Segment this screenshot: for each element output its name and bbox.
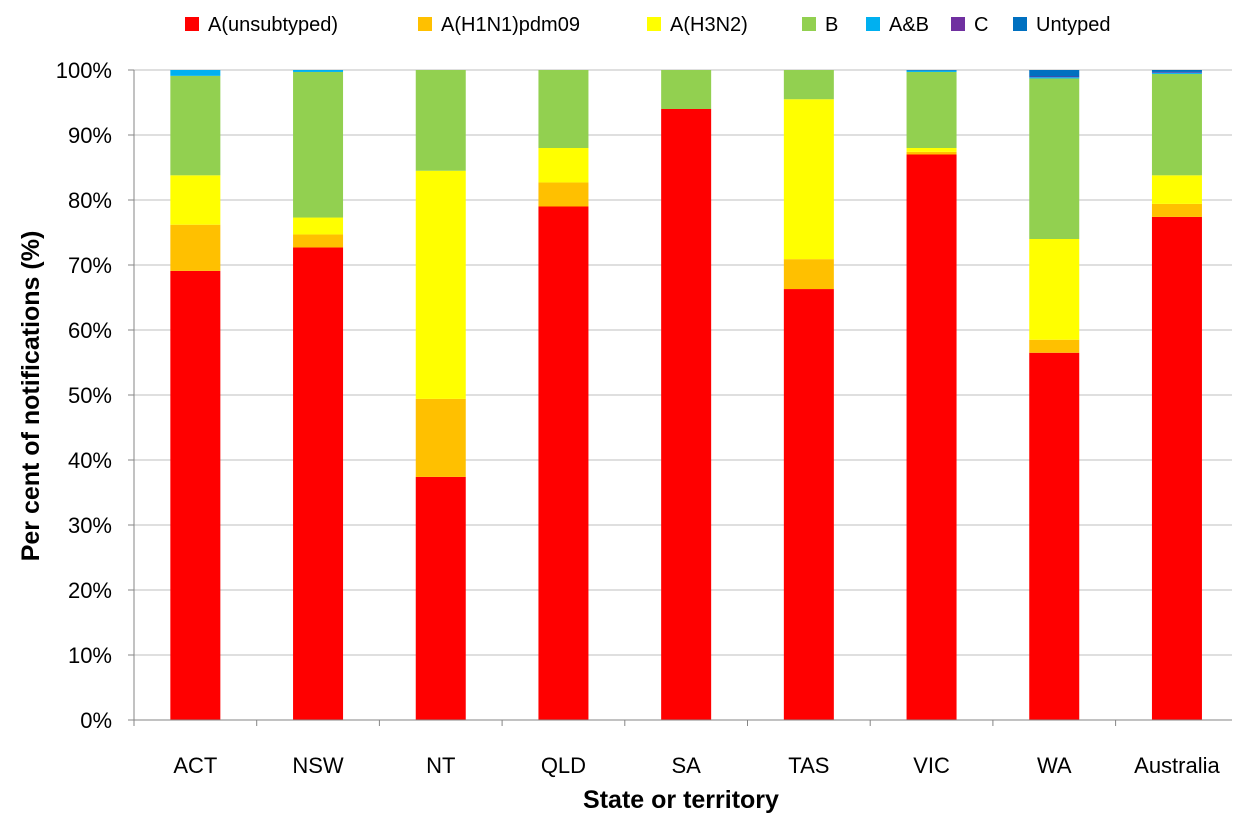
x-tick-label: NSW	[292, 753, 344, 778]
bar-segment	[783, 70, 834, 100]
bar-segment	[293, 234, 344, 248]
bar-segment	[1029, 239, 1080, 340]
bar-segment	[1029, 77, 1080, 79]
x-tick-label: WA	[1037, 753, 1072, 778]
legend: A(unsubtyped) A(H1N1)pdm09 A(H3N2) B A&B C Unt…	[185, 14, 1111, 36]
bar-segment	[538, 148, 589, 183]
y-tick-label: 70%	[68, 253, 112, 278]
bar-segment	[1029, 352, 1080, 720]
bar-segment	[1151, 175, 1202, 204]
y-axis-title: Per cent of notifications (%)	[17, 231, 45, 562]
bar-segment	[906, 71, 957, 148]
y-tick-label: 40%	[68, 448, 112, 473]
bar-segment	[170, 224, 221, 271]
legend-swatch	[647, 17, 661, 31]
legend-swatch	[1013, 17, 1027, 31]
bar-segment	[783, 289, 834, 720]
bar-segment	[1029, 76, 1080, 78]
x-axis-title: State or territory	[583, 786, 779, 814]
bar-segment	[293, 247, 344, 720]
y-tick-label: 20%	[68, 578, 112, 603]
bar-segment	[906, 70, 957, 71]
bar-segment	[906, 148, 957, 152]
axes	[128, 69, 1232, 726]
bar-segment	[415, 170, 466, 399]
bar-segment	[538, 182, 589, 207]
bar-segment	[1029, 78, 1080, 239]
bar-segment	[906, 154, 957, 720]
bar-segment	[1029, 339, 1080, 353]
bar-segment	[1151, 71, 1202, 73]
legend-label: A&B	[889, 14, 929, 36]
y-tick-label: 80%	[68, 188, 112, 213]
bar-segment	[1151, 70, 1202, 72]
bar-segment	[1151, 216, 1202, 720]
bar-segment	[1151, 73, 1202, 176]
y-tick-label: 10%	[68, 643, 112, 668]
x-tick-label: Australia	[1134, 753, 1220, 778]
y-tick-label: 30%	[68, 513, 112, 538]
bar-segment	[661, 109, 712, 720]
legend-label: C	[974, 14, 988, 36]
bar-segment	[906, 70, 957, 72]
bar-segment	[1029, 70, 1080, 77]
x-tick-labels: ACT NSW NT QLD SA TAS VIC WA Australia	[173, 753, 1220, 778]
bar-segment	[538, 206, 589, 720]
x-tick-label: VIC	[913, 753, 950, 778]
legend-label: Untyped	[1036, 14, 1111, 36]
x-tick-label: TAS	[788, 753, 829, 778]
bar-segment	[661, 70, 712, 109]
y-tick-label: 100%	[56, 58, 112, 83]
bar-segment	[170, 70, 221, 76]
bar-segment	[783, 259, 834, 290]
legend-label: A(unsubtyped)	[208, 14, 338, 36]
x-tick-label: NT	[426, 753, 455, 778]
y-tick-label: 50%	[68, 383, 112, 408]
y-tick-label: 90%	[68, 123, 112, 148]
bar-segment	[170, 175, 221, 225]
bar-segment	[1151, 72, 1202, 74]
legend-swatch	[866, 17, 880, 31]
bar-segment	[783, 99, 834, 260]
legend-label: A(H1N1)pdm09	[441, 14, 580, 36]
x-tick-label: ACT	[173, 753, 217, 778]
y-tick-labels: 0% 10% 20% 30% 40% 50% 60% 70% 80% 90% 100%	[56, 58, 112, 733]
bar-segment	[170, 75, 221, 176]
bar-segment	[293, 217, 344, 235]
bar-segment	[1151, 203, 1202, 217]
bar-segment	[170, 270, 221, 720]
legend-label: A(H3N2)	[670, 14, 748, 36]
legend-label: B	[825, 14, 838, 36]
bar-segment	[415, 70, 466, 171]
y-tick-label: 0%	[80, 708, 112, 733]
legend-swatch	[951, 17, 965, 31]
bar-segment	[538, 70, 589, 148]
bar-segment	[293, 71, 344, 218]
x-tick-label: QLD	[541, 753, 586, 778]
bar-segment	[415, 398, 466, 477]
legend-swatch	[185, 17, 199, 31]
bar-segment	[415, 476, 466, 720]
bars	[170, 70, 1202, 720]
bar-segment	[906, 151, 957, 155]
legend-swatch	[802, 17, 816, 31]
legend-swatch	[418, 17, 432, 31]
y-tick-label: 60%	[68, 318, 112, 343]
x-tick-label: SA	[671, 753, 701, 778]
bar-segment	[293, 70, 344, 72]
